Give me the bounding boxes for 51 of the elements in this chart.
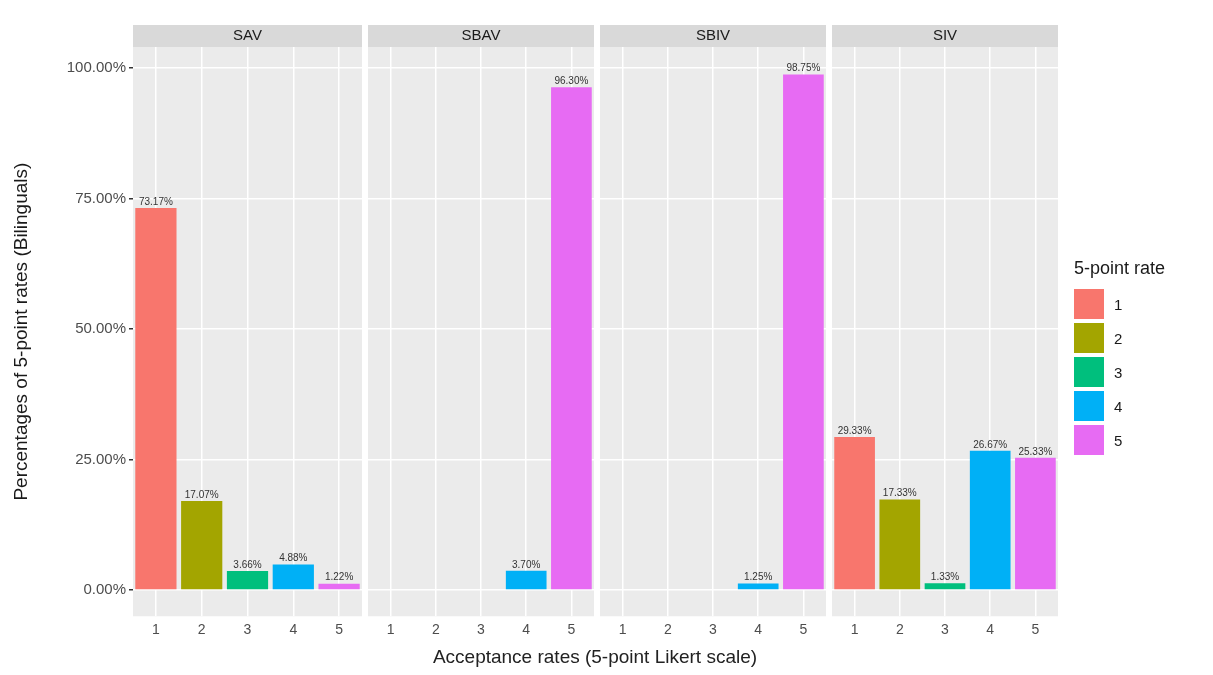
legend-label: 3	[1114, 363, 1123, 381]
data-label: 17.33%	[882, 487, 917, 499]
data-label: 1.22%	[324, 571, 354, 583]
x-tick-label: 4	[986, 621, 995, 638]
x-tick-label: 4	[754, 621, 763, 638]
chart-title: SIV	[932, 26, 958, 44]
x-tick-label: 5	[567, 621, 576, 638]
x-tick-label: 3	[243, 621, 252, 638]
data-label: 1.25%	[744, 571, 773, 583]
data-label: 98.75%	[786, 62, 821, 74]
y-tick-label: 75.00%	[75, 188, 126, 206]
x-tick-label: 3	[941, 621, 950, 638]
x-tick-label: 5	[335, 621, 344, 638]
x-tick-label: 5	[1031, 621, 1040, 638]
data-label: 3.70%	[512, 558, 541, 570]
legend-title: 5-point rate	[1074, 258, 1166, 279]
chart-title: SBAV	[461, 26, 501, 44]
x-tick-label: 4	[522, 621, 531, 638]
data-label: 1.33%	[930, 570, 960, 582]
data-label: 3.66%	[233, 558, 262, 570]
x-tick-label: 3	[709, 621, 718, 638]
x-tick-label: 1	[152, 621, 160, 638]
legend-label: 2	[1114, 329, 1123, 347]
chart-title: SBIV	[695, 26, 731, 44]
data-label: 25.33%	[1018, 445, 1053, 457]
data-label: 26.67%	[973, 438, 1008, 450]
y-axis-title: Percentages of 5-point rates (Bilinguals)	[9, 162, 31, 501]
legend-label: 4	[1114, 397, 1123, 415]
x-tick-label: 4	[289, 621, 298, 638]
y-tick-label: 50.00%	[75, 319, 126, 337]
x-tick-label: 3	[477, 621, 486, 638]
x-tick-label: 5	[799, 621, 808, 638]
x-axis-title: Acceptance rates (5-point Likert scale)	[431, 646, 759, 668]
x-tick-label: 2	[895, 621, 904, 638]
x-tick-label: 1	[386, 621, 395, 638]
x-tick-label: 1	[850, 621, 859, 638]
chart-title: SAV	[233, 26, 262, 44]
legend-label: 1	[1114, 295, 1123, 313]
x-tick-label: 2	[431, 621, 440, 638]
x-tick-label: 2	[197, 621, 206, 638]
y-tick-label: 100.00%	[66, 58, 126, 76]
x-tick-label: 2	[663, 621, 672, 638]
x-tick-label: 1	[618, 621, 627, 638]
data-label: 96.30%	[554, 74, 589, 86]
data-label: 73.17%	[138, 195, 173, 207]
data-label: 4.88%	[279, 552, 308, 564]
y-tick-label: 25.00%	[75, 449, 126, 467]
data-label: 17.07%	[184, 488, 219, 500]
legend-label: 5	[1114, 431, 1123, 449]
data-label: 29.33%	[837, 424, 872, 436]
y-tick-label: 0.00%	[83, 580, 126, 598]
